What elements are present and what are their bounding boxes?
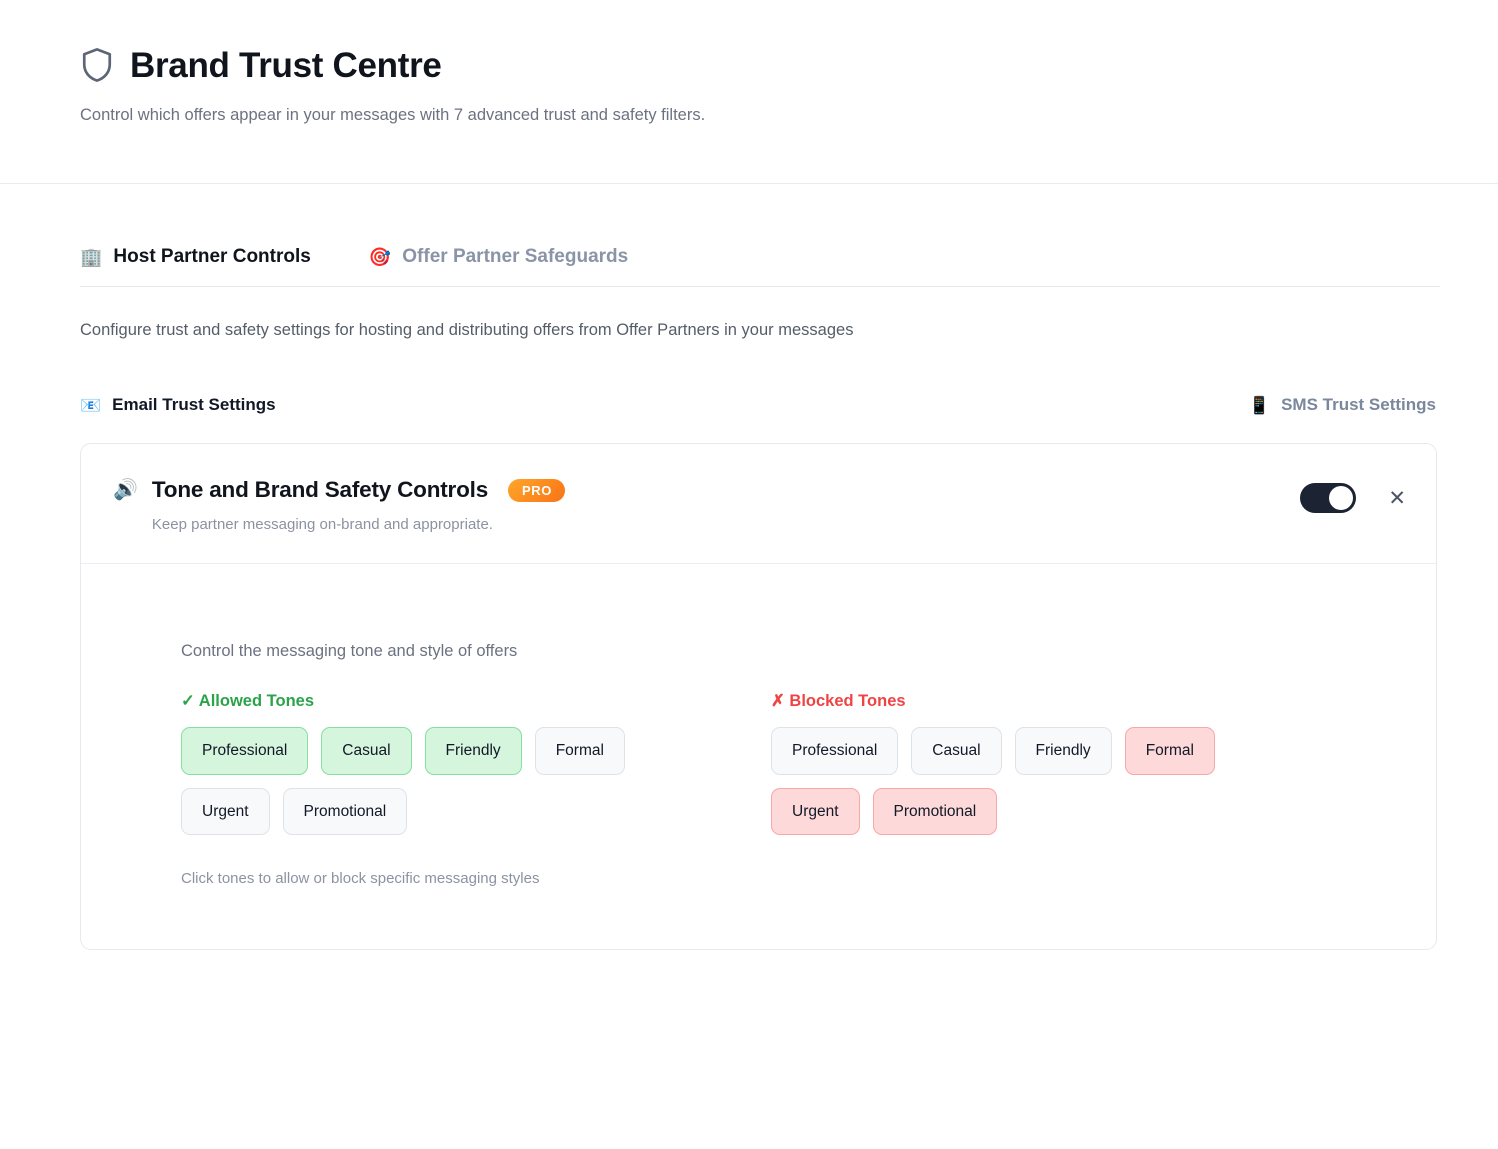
blocked-chip-professional[interactable]: Professional xyxy=(771,727,899,775)
blocked-chip-friendly[interactable]: Friendly xyxy=(1014,727,1112,775)
card-enable-toggle[interactable] xyxy=(1300,483,1357,513)
blocked-tones-heading: ✗ Blocked Tones xyxy=(771,692,906,710)
allowed-chip-urgent[interactable]: Urgent xyxy=(181,787,270,835)
card-header-left: 🔊 Tone and Brand Safety Controls PRO Kee… xyxy=(113,477,566,533)
tab-bar: 🏢 Host Partner Controls 🎯 Offer Partner … xyxy=(80,246,1440,287)
channel-row: 📧 Email Trust Settings 📱 SMS Trust Setti… xyxy=(0,340,1498,415)
blocked-tones-chips: Professional Casual Friendly Formal Urge… xyxy=(771,727,1311,835)
allowed-chip-casual[interactable]: Casual xyxy=(321,727,412,775)
allowed-chip-friendly[interactable]: Friendly xyxy=(424,727,522,775)
allowed-chip-professional[interactable]: Professional xyxy=(181,727,309,775)
channel-email-trust-settings[interactable]: 📧 Email Trust Settings xyxy=(80,395,276,415)
tab-offer-partner-safeguards-label: Offer Partner Safeguards xyxy=(402,246,629,267)
card-title: Tone and Brand Safety Controls xyxy=(151,477,489,502)
tab-offer-partner-safeguards[interactable]: 🎯 Offer Partner Safeguards xyxy=(369,246,628,270)
speaker-icon: 🔊 xyxy=(113,479,138,501)
toggle-knob xyxy=(1329,486,1354,510)
tone-and-brand-safety-controls-card: 🔊 Tone and Brand Safety Controls PRO Kee… xyxy=(80,443,1437,950)
allowed-tones-heading: ✓ Allowed Tones xyxy=(181,692,314,710)
card-title-row: Tone and Brand Safety Controls PRO xyxy=(151,477,566,503)
tabs-wrap: 🏢 Host Partner Controls 🎯 Offer Partner … xyxy=(0,184,1498,287)
pro-badge: PRO xyxy=(508,478,566,502)
card-body: Control the messaging tone and style of … xyxy=(81,564,1436,949)
card-subtitle: Keep partner messaging on-brand and appr… xyxy=(151,516,493,533)
tone-hint-text: Click tones to allow or block specific m… xyxy=(181,870,540,887)
channel-sms-trust-settings[interactable]: 📱 SMS Trust Settings xyxy=(1249,395,1436,415)
target-emoji-icon: 🎯 xyxy=(368,247,392,267)
blocked-chip-casual[interactable]: Casual xyxy=(911,727,1002,775)
tone-columns: ✓ Allowed Tones Professional Casual Frie… xyxy=(181,691,1404,835)
card-header-right: ✕ xyxy=(1300,477,1406,513)
page-header: Brand Trust Centre Control which offers … xyxy=(0,0,1498,184)
allowed-tones-column: ✓ Allowed Tones Professional Casual Frie… xyxy=(181,691,771,835)
page-subtitle: Control which offers appear in your mess… xyxy=(80,106,706,124)
close-icon[interactable]: ✕ xyxy=(1388,485,1406,510)
blocked-tones-column: ✗ Blocked Tones Professional Casual Frie… xyxy=(771,691,1361,835)
office-building-emoji-icon: 🏢 xyxy=(80,247,103,267)
card-header: 🔊 Tone and Brand Safety Controls PRO Kee… xyxy=(81,444,1436,564)
shield-icon xyxy=(82,48,112,82)
blocked-chip-urgent[interactable]: Urgent xyxy=(771,787,860,835)
sms-emoji-icon: 📱 xyxy=(1248,395,1271,415)
allowed-chip-formal[interactable]: Formal xyxy=(534,727,625,775)
tab-host-partner-controls-label: Host Partner Controls xyxy=(113,246,311,267)
email-emoji-icon: 📧 xyxy=(80,395,102,415)
allowed-chip-promotional[interactable]: Promotional xyxy=(282,787,408,835)
allowed-tones-chips: Professional Casual Friendly Formal Urge… xyxy=(181,727,721,835)
channel-email-trust-settings-label: Email Trust Settings xyxy=(112,395,276,414)
blocked-chip-formal[interactable]: Formal xyxy=(1124,727,1215,775)
channel-sms-trust-settings-label: SMS Trust Settings xyxy=(1281,395,1436,414)
tab-description: Configure trust and safety settings for … xyxy=(80,321,854,339)
page-title: Brand Trust Centre xyxy=(130,45,442,85)
blocked-chip-promotional[interactable]: Promotional xyxy=(872,787,998,835)
title-row: Brand Trust Centre xyxy=(80,46,1498,84)
tab-host-partner-controls[interactable]: 🏢 Host Partner Controls xyxy=(80,246,311,270)
card-body-intro: Control the messaging tone and style of … xyxy=(181,642,518,660)
